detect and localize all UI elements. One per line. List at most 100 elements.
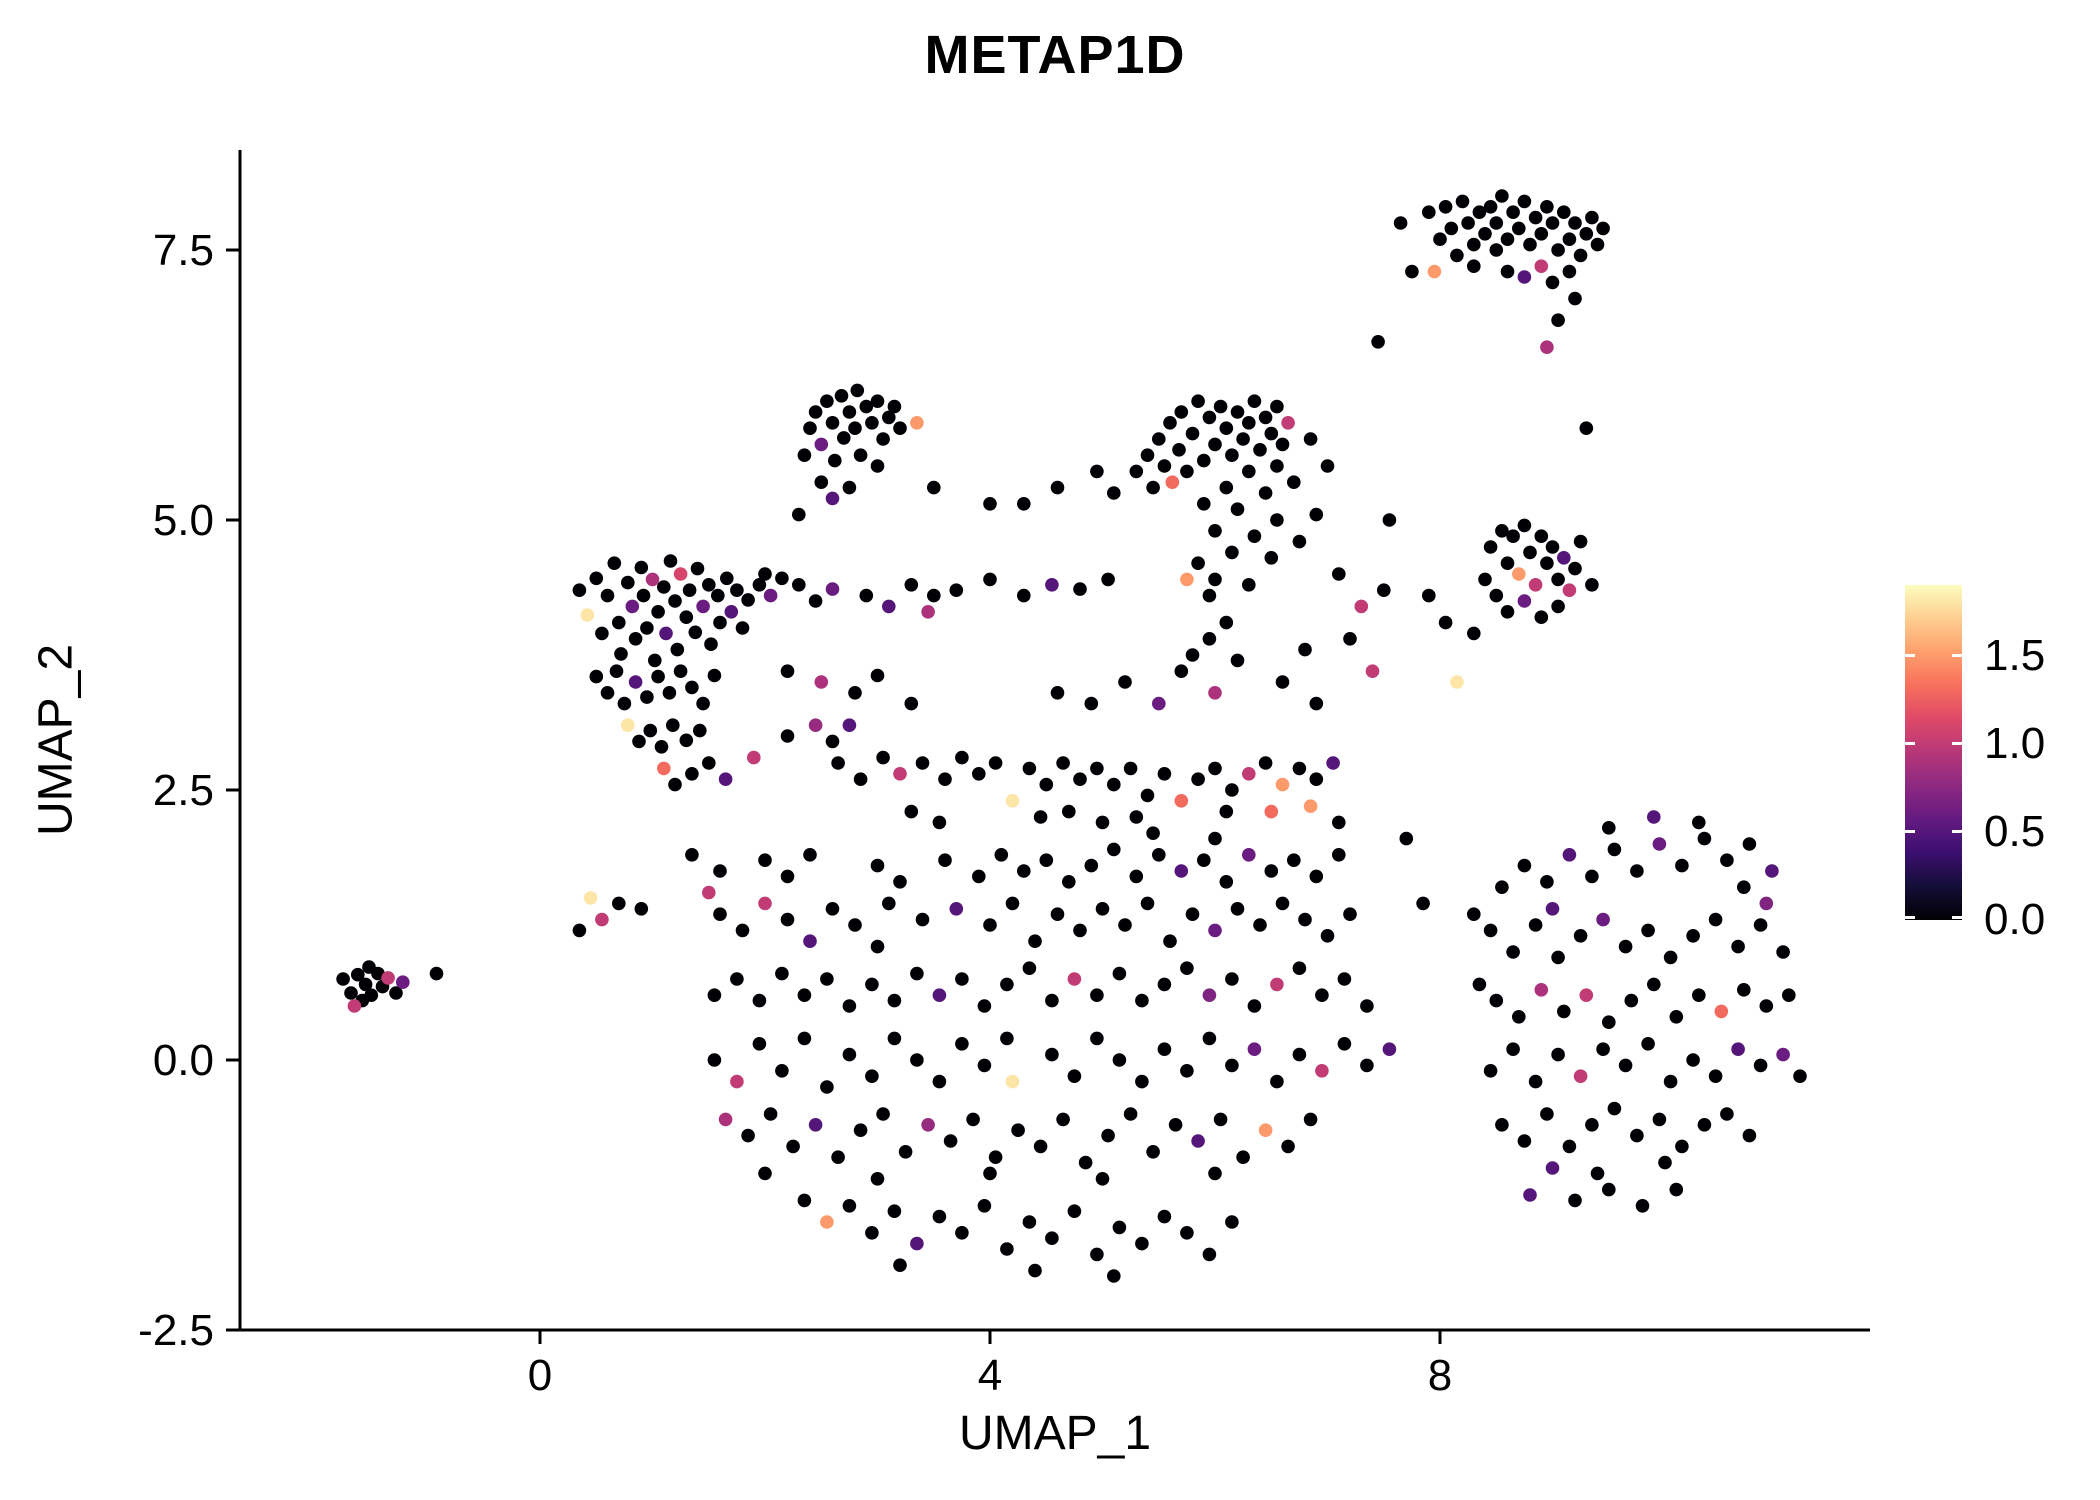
data-point (910, 1236, 924, 1251)
data-point (389, 986, 403, 1000)
data-point (1163, 934, 1177, 948)
data-point (1287, 853, 1301, 867)
colorbar-tick-label: 0.0 (1984, 895, 2046, 944)
data-point (825, 734, 840, 749)
data-point (1298, 642, 1312, 657)
data-point (882, 410, 896, 425)
data-point (1202, 632, 1217, 646)
data-point (853, 448, 868, 463)
data-point (887, 1204, 902, 1218)
data-point (1011, 1123, 1025, 1137)
data-point (1573, 1069, 1588, 1083)
data-point (1247, 529, 1262, 543)
data-point (1165, 475, 1180, 490)
data-point (1107, 777, 1121, 792)
data-point (730, 1074, 744, 1089)
data-point (1264, 426, 1279, 441)
data-point (1562, 1139, 1577, 1154)
data-point (1360, 999, 1374, 1013)
data-point (1230, 902, 1245, 916)
data-point (1320, 459, 1335, 473)
data-point (1483, 1064, 1498, 1078)
data-point (1208, 524, 1222, 538)
data-point (803, 934, 817, 948)
data-point (1332, 815, 1346, 830)
data-point (943, 1134, 958, 1148)
data-point (983, 918, 997, 932)
data-point (1174, 864, 1189, 878)
data-point (666, 718, 680, 732)
data-point (1225, 972, 1239, 986)
data-point (1573, 534, 1588, 549)
data-point (850, 383, 865, 398)
data-point (1647, 810, 1661, 824)
data-point (1551, 950, 1565, 965)
data-point (1495, 880, 1509, 894)
data-point (1129, 464, 1144, 479)
data-point (752, 1037, 767, 1051)
data-point (713, 907, 727, 921)
data-point (983, 1166, 997, 1181)
data-point (1540, 340, 1554, 355)
data-point (1568, 291, 1582, 306)
data-point (1146, 1145, 1160, 1159)
data-point (344, 986, 358, 1000)
data-point (662, 686, 677, 700)
data-point (1180, 464, 1194, 479)
data-point (1765, 864, 1779, 878)
data-point (1523, 545, 1537, 560)
data-point (1562, 232, 1577, 246)
data-point (1545, 540, 1560, 554)
data-point (1534, 259, 1549, 274)
data-point (1568, 216, 1582, 230)
data-point (1090, 988, 1104, 1002)
data-point (1084, 696, 1099, 711)
data-point (670, 642, 685, 657)
data-point (848, 421, 862, 436)
data-point (808, 405, 823, 419)
data-point (775, 571, 789, 586)
data-point (1534, 227, 1549, 241)
data-point (927, 480, 941, 495)
data-point (1377, 583, 1391, 597)
data-point (1427, 264, 1442, 279)
data-point (1438, 200, 1453, 214)
data-point (752, 578, 767, 592)
data-point (758, 567, 772, 581)
data-point (1315, 988, 1329, 1002)
data-point (1225, 783, 1239, 797)
data-point (1692, 988, 1706, 1002)
data-point (1562, 264, 1577, 279)
data-point (1247, 999, 1262, 1013)
data-point (1180, 1226, 1194, 1240)
data-point (704, 637, 718, 651)
data-point (808, 594, 823, 608)
data-point (1242, 578, 1256, 592)
data-point (915, 756, 930, 770)
data-point (887, 399, 902, 414)
data-point (763, 588, 778, 603)
data-point (1185, 907, 1200, 921)
data-point (1686, 929, 1700, 943)
data-point (1708, 912, 1723, 927)
data-point (758, 1166, 772, 1181)
data-point (741, 593, 755, 607)
data-point (1523, 237, 1537, 252)
data-point (1000, 1242, 1014, 1256)
data-point (1152, 848, 1166, 862)
data-point (1000, 1031, 1014, 1046)
data-point (870, 939, 885, 954)
data-point (1208, 923, 1222, 938)
data-point (621, 718, 635, 732)
data-point (1168, 1118, 1183, 1132)
data-point (1483, 540, 1498, 554)
data-point (351, 967, 365, 982)
data-point (1292, 961, 1307, 975)
data-point (1669, 1010, 1684, 1024)
data-point (1332, 848, 1346, 862)
data-point (842, 718, 857, 732)
data-point (1551, 599, 1565, 614)
data-point (614, 647, 628, 661)
data-point (1303, 799, 1318, 813)
data-point (1095, 815, 1110, 830)
